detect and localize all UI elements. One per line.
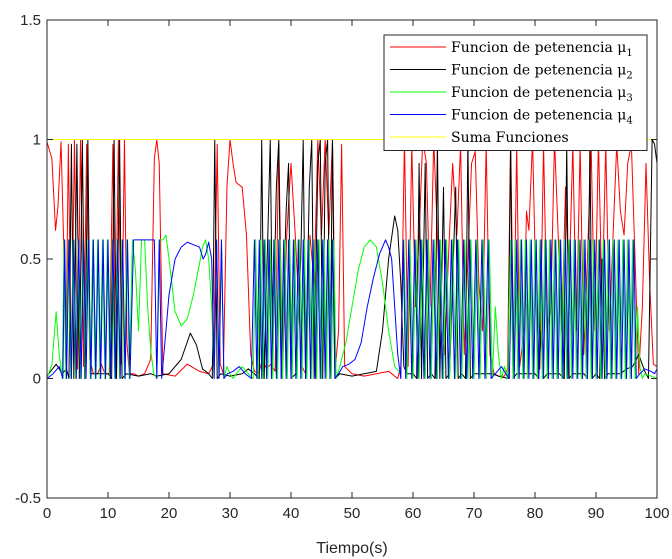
x-tick-label: 10 [100,505,117,522]
legend-label-3: Funcion de petenencia μ3 [451,85,633,104]
y-tick-label: -0.5 [15,490,41,507]
x-tick-label: 90 [588,505,605,522]
x-tick-label: 20 [161,505,178,522]
legend-label-5: Suma Funciones [451,130,569,146]
x-tick-label: 60 [405,505,422,522]
axes: 0 10 20 30 40 50 60 70 80 90 100-0.500.511.5 [15,12,669,522]
x-tick-label: 30 [222,505,239,522]
series-line-4 [47,239,657,379]
x-tick-label: 100 [644,505,669,522]
series-layer [47,139,657,379]
legend-label-1: Funcion de petenencia μ1 [451,40,633,59]
x-tick-label: 0 [43,505,51,522]
legend-label-4: Funcion de petenencia μ4 [451,108,633,127]
y-tick-label: 0.5 [20,251,41,268]
series-line-3 [47,234,657,379]
x-tick-label: 70 [466,505,483,522]
x-axis-title: Tiempo(s) [316,540,387,557]
x-tick-label: 40 [283,505,300,522]
legend-label-2: Funcion de petenencia μ2 [451,63,633,82]
x-tick-label: 80 [527,505,544,522]
series-line-2 [47,139,657,379]
y-tick-label: 1 [33,132,41,149]
y-tick-label: 0 [33,371,41,388]
y-tick-label: 1.5 [20,12,41,29]
legend: Funcion de petenencia μ1 Funcion de peten… [383,34,648,151]
legend-box [383,34,648,151]
x-tick-label: 50 [344,505,361,522]
series-line-1 [47,139,657,379]
